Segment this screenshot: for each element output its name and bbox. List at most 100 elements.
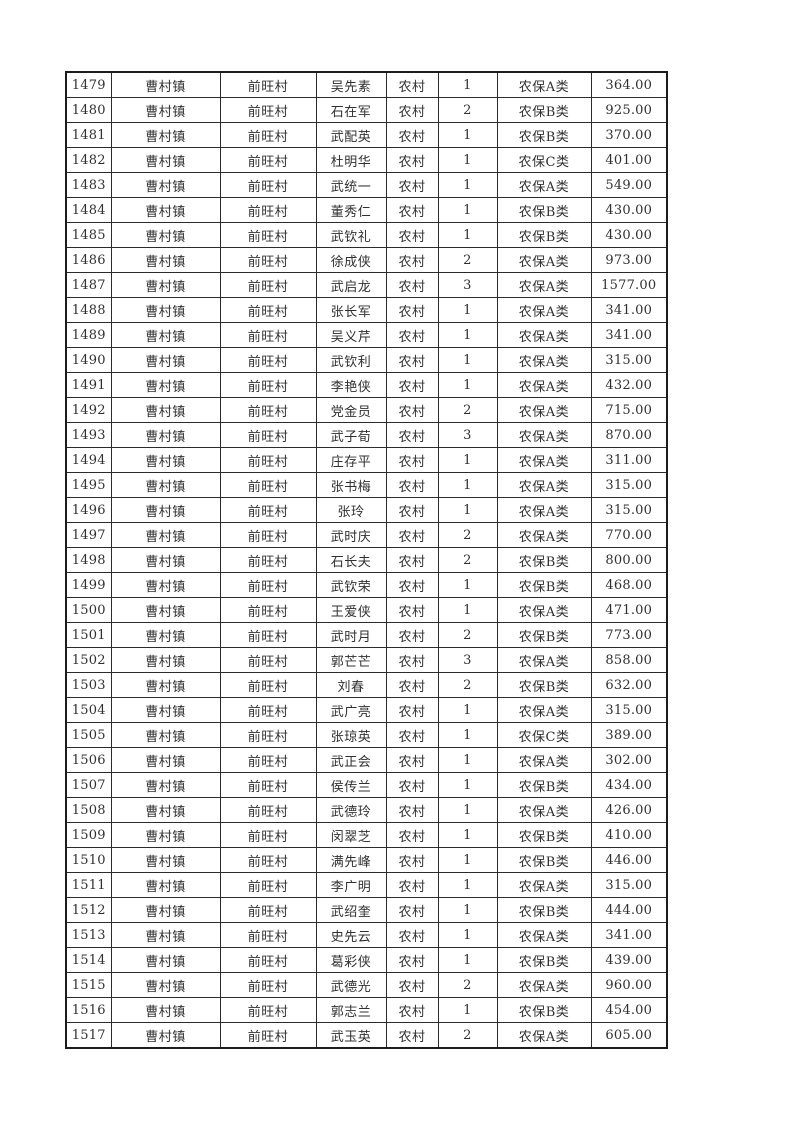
cell-person-count: 2	[437, 972, 498, 998]
cell-person-name: 庄存平	[315, 447, 387, 473]
cell-person-name: 吴义芹	[315, 322, 387, 348]
cell-town: 曹村镇	[110, 71, 221, 98]
cell-insurance-category: 农保B类	[496, 97, 592, 123]
cell-village: 前旺村	[219, 647, 317, 673]
cell-serial: 1505	[65, 722, 112, 748]
cell-village: 前旺村	[219, 772, 317, 798]
cell-amount: 315.00	[590, 472, 668, 498]
cell-person-count: 1	[437, 947, 498, 973]
cell-serial: 1480	[65, 97, 112, 123]
cell-town: 曹村镇	[110, 372, 221, 398]
cell-amount: 389.00	[590, 722, 668, 748]
cell-village: 前旺村	[219, 71, 317, 98]
cell-village: 前旺村	[219, 822, 317, 848]
table-row: 1511 曹村镇 前旺村 李广明 农村 1 农保A类 315.00	[65, 872, 668, 898]
cell-town: 曹村镇	[110, 972, 221, 998]
cell-person-name: 武子荀	[315, 422, 387, 448]
cell-insurance-category: 农保A类	[496, 372, 592, 398]
cell-person-name: 张玲	[315, 497, 387, 523]
cell-town: 曹村镇	[110, 222, 221, 248]
cell-serial: 1485	[65, 222, 112, 248]
cell-person-count: 1	[437, 147, 498, 173]
cell-insurance-category: 农保B类	[496, 197, 592, 223]
table-row: 1507 曹村镇 前旺村 侯传兰 农村 1 农保B类 434.00	[65, 772, 668, 798]
table-row: 1512 曹村镇 前旺村 武绍奎 农村 1 农保B类 444.00	[65, 897, 668, 923]
cell-serial: 1497	[65, 522, 112, 548]
table-row: 1503 曹村镇 前旺村 刘春 农村 2 农保B类 632.00	[65, 672, 668, 698]
cell-person-count: 1	[437, 722, 498, 748]
table-row: 1488 曹村镇 前旺村 张长军 农村 1 农保A类 341.00	[65, 297, 668, 323]
cell-town: 曹村镇	[110, 772, 221, 798]
cell-serial: 1512	[65, 897, 112, 923]
cell-person-count: 1	[437, 172, 498, 198]
cell-person-name: 张长军	[315, 297, 387, 323]
cell-village: 前旺村	[219, 747, 317, 773]
cell-serial: 1483	[65, 172, 112, 198]
table-row: 1496 曹村镇 前旺村 张玲 农村 1 农保A类 315.00	[65, 497, 668, 523]
cell-person-name: 党金员	[315, 397, 387, 423]
cell-residence-type: 农村	[385, 122, 439, 148]
cell-serial: 1481	[65, 122, 112, 148]
cell-insurance-category: 农保C类	[496, 722, 592, 748]
cell-residence-type: 农村	[385, 322, 439, 348]
cell-amount: 870.00	[590, 422, 668, 448]
cell-amount: 471.00	[590, 597, 668, 623]
table-row: 1514 曹村镇 前旺村 葛彩侠 农村 1 农保B类 439.00	[65, 947, 668, 973]
cell-serial: 1509	[65, 822, 112, 848]
cell-residence-type: 农村	[385, 372, 439, 398]
cell-person-count: 1	[437, 897, 498, 923]
cell-person-count: 1	[437, 747, 498, 773]
cell-amount: 605.00	[590, 1022, 668, 1049]
cell-town: 曹村镇	[110, 547, 221, 573]
cell-town: 曹村镇	[110, 472, 221, 498]
cell-person-count: 1	[437, 122, 498, 148]
cell-person-count: 2	[437, 522, 498, 548]
cell-town: 曹村镇	[110, 147, 221, 173]
cell-insurance-category: 农保A类	[496, 71, 592, 98]
cell-town: 曹村镇	[110, 672, 221, 698]
table-row: 1515 曹村镇 前旺村 武德光 农村 2 农保A类 960.00	[65, 972, 668, 998]
cell-town: 曹村镇	[110, 572, 221, 598]
cell-residence-type: 农村	[385, 172, 439, 198]
cell-amount: 973.00	[590, 247, 668, 273]
cell-person-count: 2	[437, 672, 498, 698]
cell-amount: 439.00	[590, 947, 668, 973]
cell-residence-type: 农村	[385, 197, 439, 223]
table-row: 1500 曹村镇 前旺村 王爱侠 农村 1 农保A类 471.00	[65, 597, 668, 623]
cell-town: 曹村镇	[110, 797, 221, 823]
cell-residence-type: 农村	[385, 347, 439, 373]
cell-residence-type: 农村	[385, 297, 439, 323]
cell-village: 前旺村	[219, 547, 317, 573]
cell-insurance-category: 农保B类	[496, 822, 592, 848]
cell-village: 前旺村	[219, 897, 317, 923]
cell-town: 曹村镇	[110, 197, 221, 223]
cell-serial: 1504	[65, 697, 112, 723]
cell-serial: 1491	[65, 372, 112, 398]
cell-amount: 430.00	[590, 197, 668, 223]
cell-person-name: 李广明	[315, 872, 387, 898]
cell-person-count: 1	[437, 572, 498, 598]
table-row: 1495 曹村镇 前旺村 张书梅 农村 1 农保A类 315.00	[65, 472, 668, 498]
cell-person-count: 3	[437, 272, 498, 298]
table-row: 1487 曹村镇 前旺村 武启龙 农村 3 农保A类 1577.00	[65, 272, 668, 298]
cell-person-name: 李艳侠	[315, 372, 387, 398]
table-row: 1497 曹村镇 前旺村 武时庆 农村 2 农保A类 770.00	[65, 522, 668, 548]
cell-amount: 430.00	[590, 222, 668, 248]
cell-serial: 1511	[65, 872, 112, 898]
cell-person-name: 王爱侠	[315, 597, 387, 623]
cell-insurance-category: 农保A类	[496, 322, 592, 348]
cell-village: 前旺村	[219, 447, 317, 473]
cell-amount: 800.00	[590, 547, 668, 573]
cell-residence-type: 农村	[385, 847, 439, 873]
cell-residence-type: 农村	[385, 71, 439, 98]
cell-person-name: 武启龙	[315, 272, 387, 298]
cell-person-name: 武统一	[315, 172, 387, 198]
table-row: 1481 曹村镇 前旺村 武配英 农村 1 农保B类 370.00	[65, 122, 668, 148]
cell-amount: 468.00	[590, 572, 668, 598]
cell-residence-type: 农村	[385, 722, 439, 748]
cell-person-count: 1	[437, 222, 498, 248]
cell-insurance-category: 农保B类	[496, 897, 592, 923]
cell-person-name: 吴先素	[315, 71, 387, 98]
cell-person-name: 满先峰	[315, 847, 387, 873]
cell-person-name: 武德玲	[315, 797, 387, 823]
